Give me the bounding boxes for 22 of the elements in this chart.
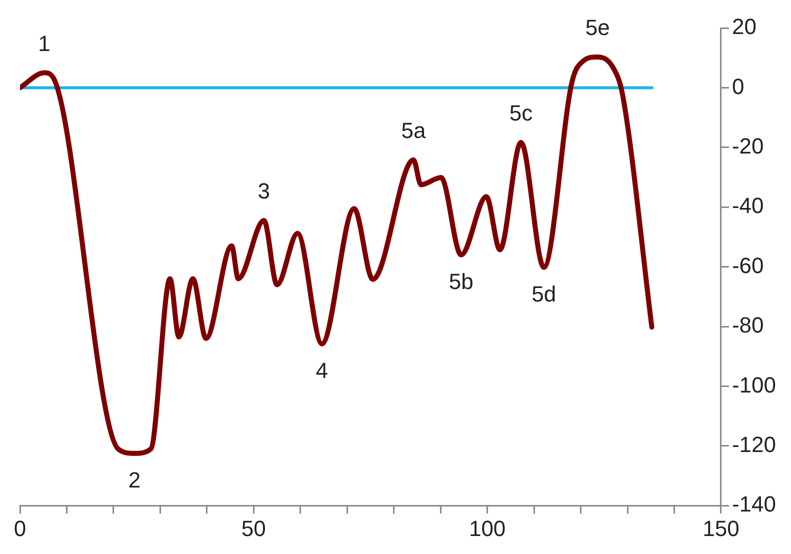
annotation: 5e	[585, 15, 610, 40]
annotation: 3	[258, 178, 270, 204]
annotation: 5d	[532, 281, 556, 306]
annotation: 1	[38, 30, 50, 56]
y-tick-label: -120	[732, 432, 776, 457]
annotation: 5c	[509, 100, 533, 126]
annotation: 2	[128, 467, 141, 492]
y-tick-label: 20	[732, 14, 756, 40]
annotation: 5b	[448, 268, 474, 294]
y-tick-label: -40	[732, 193, 764, 218]
y-tick-label: -100	[732, 372, 776, 398]
annotation: 5a	[401, 118, 426, 143]
y-tick-label: -140	[732, 492, 776, 517]
y-tick-label: -20	[732, 133, 764, 158]
x-tick-label: 50	[241, 516, 266, 541]
x-tick-label: 100	[468, 516, 506, 541]
y-tick-label: 0	[732, 74, 744, 99]
x-tick-label: 0	[14, 516, 26, 541]
annotation: 4	[316, 358, 328, 383]
y-tick-label: -60	[732, 252, 764, 278]
y-tick-label: -80	[732, 312, 764, 338]
x-tick-label: 150	[702, 516, 740, 541]
